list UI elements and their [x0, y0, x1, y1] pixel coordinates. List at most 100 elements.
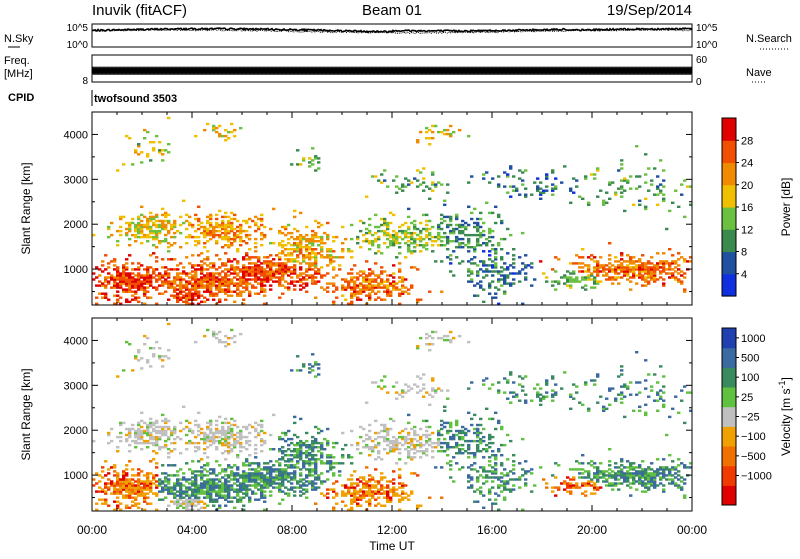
velocity-cell [182, 490, 185, 492]
power-cell [590, 254, 593, 256]
power-cell [449, 125, 452, 127]
power-cell [443, 204, 446, 206]
power-cell [605, 202, 608, 204]
power-cell [671, 272, 674, 274]
power-cell [365, 196, 368, 198]
velocity-cell [404, 497, 407, 499]
power-cell [215, 293, 218, 295]
velocity-cell [179, 452, 182, 454]
velocity-cell [98, 474, 101, 476]
power-cell [623, 266, 626, 268]
velocity-cell [554, 383, 557, 385]
velocity-cell [494, 456, 497, 458]
velocity-cell [620, 482, 623, 484]
velocity-cell [566, 490, 569, 492]
power-cell [167, 246, 170, 248]
velocity-cell [443, 438, 446, 440]
power-cell [155, 274, 158, 276]
velocity-cell [308, 444, 311, 446]
velocity-cell [287, 430, 290, 432]
power-cell [245, 278, 248, 280]
velocity-cell [524, 460, 527, 462]
velocity-cell [233, 438, 236, 440]
power-cell [317, 270, 320, 272]
velocity-cell [578, 402, 581, 404]
power-cell [284, 254, 287, 256]
velocity-cell [344, 492, 347, 494]
power-cell [395, 185, 398, 187]
velocity-cell [212, 478, 215, 480]
power-cell [557, 280, 560, 282]
velocity-cell [116, 501, 119, 503]
velocity-cell [95, 472, 98, 474]
velocity-cell [614, 466, 617, 468]
velocity-cell [98, 490, 101, 492]
velocity-cell [131, 478, 134, 480]
power-cell [632, 204, 635, 206]
power-cell [332, 282, 335, 284]
velocity-cell [221, 468, 224, 470]
power-cell [149, 266, 152, 268]
power-cell [506, 192, 509, 194]
velocity-cell [215, 440, 218, 442]
velocity-cell [473, 432, 476, 434]
velocity-cell [227, 466, 230, 468]
velocity-cell [182, 406, 185, 408]
velocity-cell [308, 480, 311, 482]
power-cell [170, 295, 173, 297]
power-cell [401, 183, 404, 185]
velocity-cell [101, 488, 104, 490]
power-cell [614, 260, 617, 262]
velocity-cell [539, 394, 542, 396]
power-cell [632, 256, 635, 258]
velocity-cell [449, 331, 452, 333]
power-cell [335, 274, 338, 276]
power-cell [155, 224, 158, 226]
velocity-cell [236, 472, 239, 474]
velocity-cell [608, 387, 611, 389]
velocity-cell [341, 462, 344, 464]
velocity-cell [164, 430, 167, 432]
nsky-label: N.Sky [4, 33, 34, 45]
power-cell [416, 179, 419, 181]
velocity-cell [224, 422, 227, 424]
power-cell [146, 153, 149, 155]
velocity-cell [380, 492, 383, 494]
power-cell [578, 270, 581, 272]
velocity-cell [293, 416, 296, 418]
velocity-cell [494, 499, 497, 501]
power-cell [638, 260, 641, 262]
velocity-cell [227, 442, 230, 444]
power-cell [137, 143, 140, 145]
power-cell [98, 280, 101, 282]
velocity-cell [530, 468, 533, 470]
velocity-cell [521, 377, 524, 379]
power-cell [308, 161, 311, 163]
velocity-cell [578, 486, 581, 488]
power-cell [359, 220, 362, 222]
velocity-cell [491, 450, 494, 452]
power-cell [635, 145, 638, 147]
power-cell [584, 264, 587, 266]
power-cell [608, 242, 611, 244]
power-cell [359, 230, 362, 232]
power-cell [245, 220, 248, 222]
power-cell [380, 270, 383, 272]
power-cell [152, 147, 155, 149]
power-cell [305, 282, 308, 284]
power-cell [119, 297, 122, 299]
velocity-cell [329, 466, 332, 468]
power-cell [167, 242, 170, 244]
power-cell [116, 282, 119, 284]
velocity-cell [260, 468, 263, 470]
velocity-cell [479, 466, 482, 468]
power-cell [422, 228, 425, 230]
velocity-cell [185, 486, 188, 488]
power-cell [227, 291, 230, 293]
velocity-cell [407, 450, 410, 452]
power-cell [161, 258, 164, 260]
velocity-cell [572, 468, 575, 470]
velocity-cell [212, 505, 215, 507]
velocity-cell [545, 379, 548, 381]
velocity-cell [194, 486, 197, 488]
